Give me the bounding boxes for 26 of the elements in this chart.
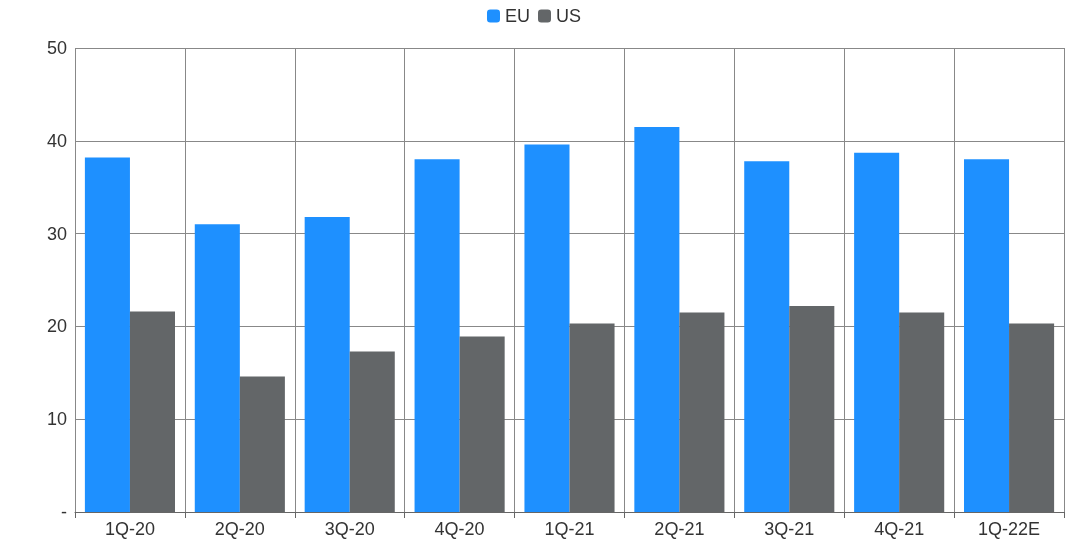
bar [194,224,240,512]
y-tick-label: 50 [46,38,67,58]
x-tick-label: 4Q-20 [434,519,485,539]
x-tick-label: 1Q-22E [978,519,1041,539]
bar [964,159,1010,512]
bar [414,159,460,512]
bar [854,152,900,512]
bar [304,216,350,512]
x-tick-label: 1Q-21 [544,519,595,539]
y-tick-label: 40 [46,130,67,151]
x-tick-label: 1Q-20 [104,519,155,539]
y-tick-label: 30 [46,223,67,244]
bar [84,157,130,512]
y-tick-label: - [61,502,67,522]
bar [744,161,790,512]
bar [524,144,570,512]
bar [634,126,680,512]
x-tick-label: 3Q-21 [764,519,815,539]
x-tick-label: 2Q-20 [214,519,265,539]
legend-label: US [556,6,582,26]
x-tick-label: 2Q-21 [654,519,705,539]
x-tick-label: 4Q-21 [874,519,925,539]
y-tick-label: 10 [46,409,67,430]
y-tick-label: 20 [46,316,67,337]
legend-label: EU [505,6,531,26]
x-tick-label: 3Q-20 [324,519,375,539]
